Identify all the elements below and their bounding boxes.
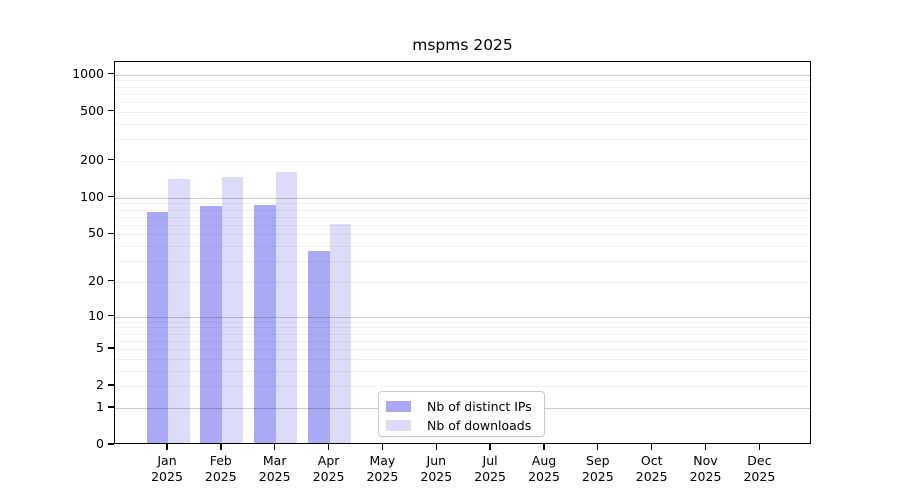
gridline-minor: [115, 86, 810, 88]
x-axis-tick-label: Oct 2025: [635, 453, 668, 484]
gridline-major: [115, 197, 810, 199]
gridline-minor: [115, 321, 810, 323]
x-axis-tick-label: Aug 2025: [528, 453, 560, 484]
legend-item-distinct-ips: Nb of distinct IPs: [386, 397, 536, 416]
gridline-minor: [115, 333, 810, 335]
y-axis-tick-label: 100: [80, 188, 104, 204]
chart-title: mspms 2025: [412, 36, 513, 54]
gridline-minor: [115, 80, 810, 82]
y-axis-tick-label: 1000: [72, 65, 104, 81]
legend: Nb of distinct IPs Nb of downloads: [378, 391, 545, 437]
x-axis-tick: [651, 444, 653, 450]
bar-downloads-jan: [168, 178, 190, 443]
y-axis-tick: [108, 347, 114, 349]
x-axis-tick-label: Mar 2025: [258, 453, 291, 484]
legend-item-downloads: Nb of downloads: [386, 416, 536, 435]
y-axis-tick-label: 0: [96, 436, 104, 451]
gridline-minor: [115, 139, 810, 141]
x-axis-tick-label: Sep 2025: [581, 453, 614, 484]
gridline-minor: [115, 224, 810, 226]
legend-swatch-downloads: [386, 420, 411, 431]
x-axis-tick: [543, 444, 545, 450]
y-axis-tick-label: 5: [96, 340, 104, 355]
x-axis-tick: [274, 444, 276, 450]
y-axis-tick: [108, 314, 114, 317]
gridline-minor: [115, 281, 810, 283]
gridline-minor: [115, 123, 810, 125]
gridline-minor: [115, 216, 810, 218]
gridline-minor: [115, 246, 810, 247]
legend-swatch-distinct-ips: [386, 401, 411, 412]
x-axis-tick-label: Nov 2025: [689, 453, 722, 484]
x-axis-tick-label: Feb 2025: [204, 453, 237, 484]
gridline-minor: [115, 340, 810, 342]
y-axis-tick-label: 10: [88, 307, 104, 323]
y-axis-tick: [108, 232, 114, 234]
y-axis-tick: [108, 280, 114, 282]
y-axis-tick-label: 500: [80, 102, 104, 118]
x-axis-tick-label: Apr 2025: [312, 453, 345, 484]
y-axis-tick-label: 2: [96, 377, 104, 393]
legend-label-distinct-ips: Nb of distinct IPs: [427, 399, 532, 414]
y-axis-tick: [108, 384, 114, 386]
gridline-minor: [115, 349, 810, 350]
x-axis-tick-label: Jan 2025: [151, 453, 183, 484]
y-axis-tick-label: 200: [80, 151, 104, 167]
x-axis-tick: [381, 444, 384, 450]
gridline-minor: [115, 111, 810, 113]
gridline-minor: [115, 386, 810, 388]
x-axis-tick-label: May 2025: [366, 453, 399, 484]
y-axis-tick-label: 50: [88, 225, 104, 241]
gridline-major: [115, 316, 810, 318]
gridline-minor: [115, 209, 810, 211]
gridline-minor: [115, 358, 810, 360]
y-axis-tick: [108, 443, 114, 445]
legend-label-downloads: Nb of downloads: [427, 418, 532, 433]
gridline-minor: [115, 102, 810, 104]
x-axis-tick-label: Dec 2025: [743, 453, 776, 484]
x-axis-tick: [327, 444, 330, 450]
bar-downloads-mar: [275, 172, 298, 443]
x-axis-tick: [489, 444, 491, 450]
x-axis-tick-label: Jun 2025: [420, 453, 453, 484]
bar-distinct-ips-apr: [308, 250, 330, 443]
y-axis-tick: [108, 196, 114, 198]
bar-downloads-apr: [329, 223, 352, 443]
gridline-minor: [115, 203, 810, 205]
gridline-minor: [115, 160, 810, 162]
x-axis-tick: [704, 444, 707, 450]
gridline-minor: [115, 370, 810, 372]
gridline-minor: [115, 93, 810, 95]
y-axis-tick-label: 1: [96, 398, 104, 414]
gridline-minor: [115, 234, 810, 236]
y-axis-tick: [108, 73, 114, 75]
bar-downloads-feb: [221, 177, 244, 443]
x-axis-tick: [220, 444, 222, 450]
x-axis-tick: [758, 444, 760, 450]
y-axis-tick-label: 20: [88, 272, 104, 288]
gridline-minor: [115, 327, 810, 329]
x-axis-tick-label: Jul 2025: [474, 453, 506, 484]
bar-distinct-ips-mar: [254, 204, 276, 443]
gridline-minor: [115, 261, 810, 262]
bar-distinct-ips-jan: [146, 212, 168, 443]
gridline-major: [115, 74, 810, 76]
plot-area: [114, 61, 811, 444]
y-axis-tick: [108, 110, 114, 112]
y-axis-tick: [108, 159, 114, 161]
x-axis-tick: [166, 444, 168, 450]
y-axis-tick: [108, 406, 114, 408]
bar-distinct-ips-feb: [200, 206, 222, 443]
x-axis-tick: [435, 444, 437, 450]
x-axis-tick: [597, 444, 599, 450]
